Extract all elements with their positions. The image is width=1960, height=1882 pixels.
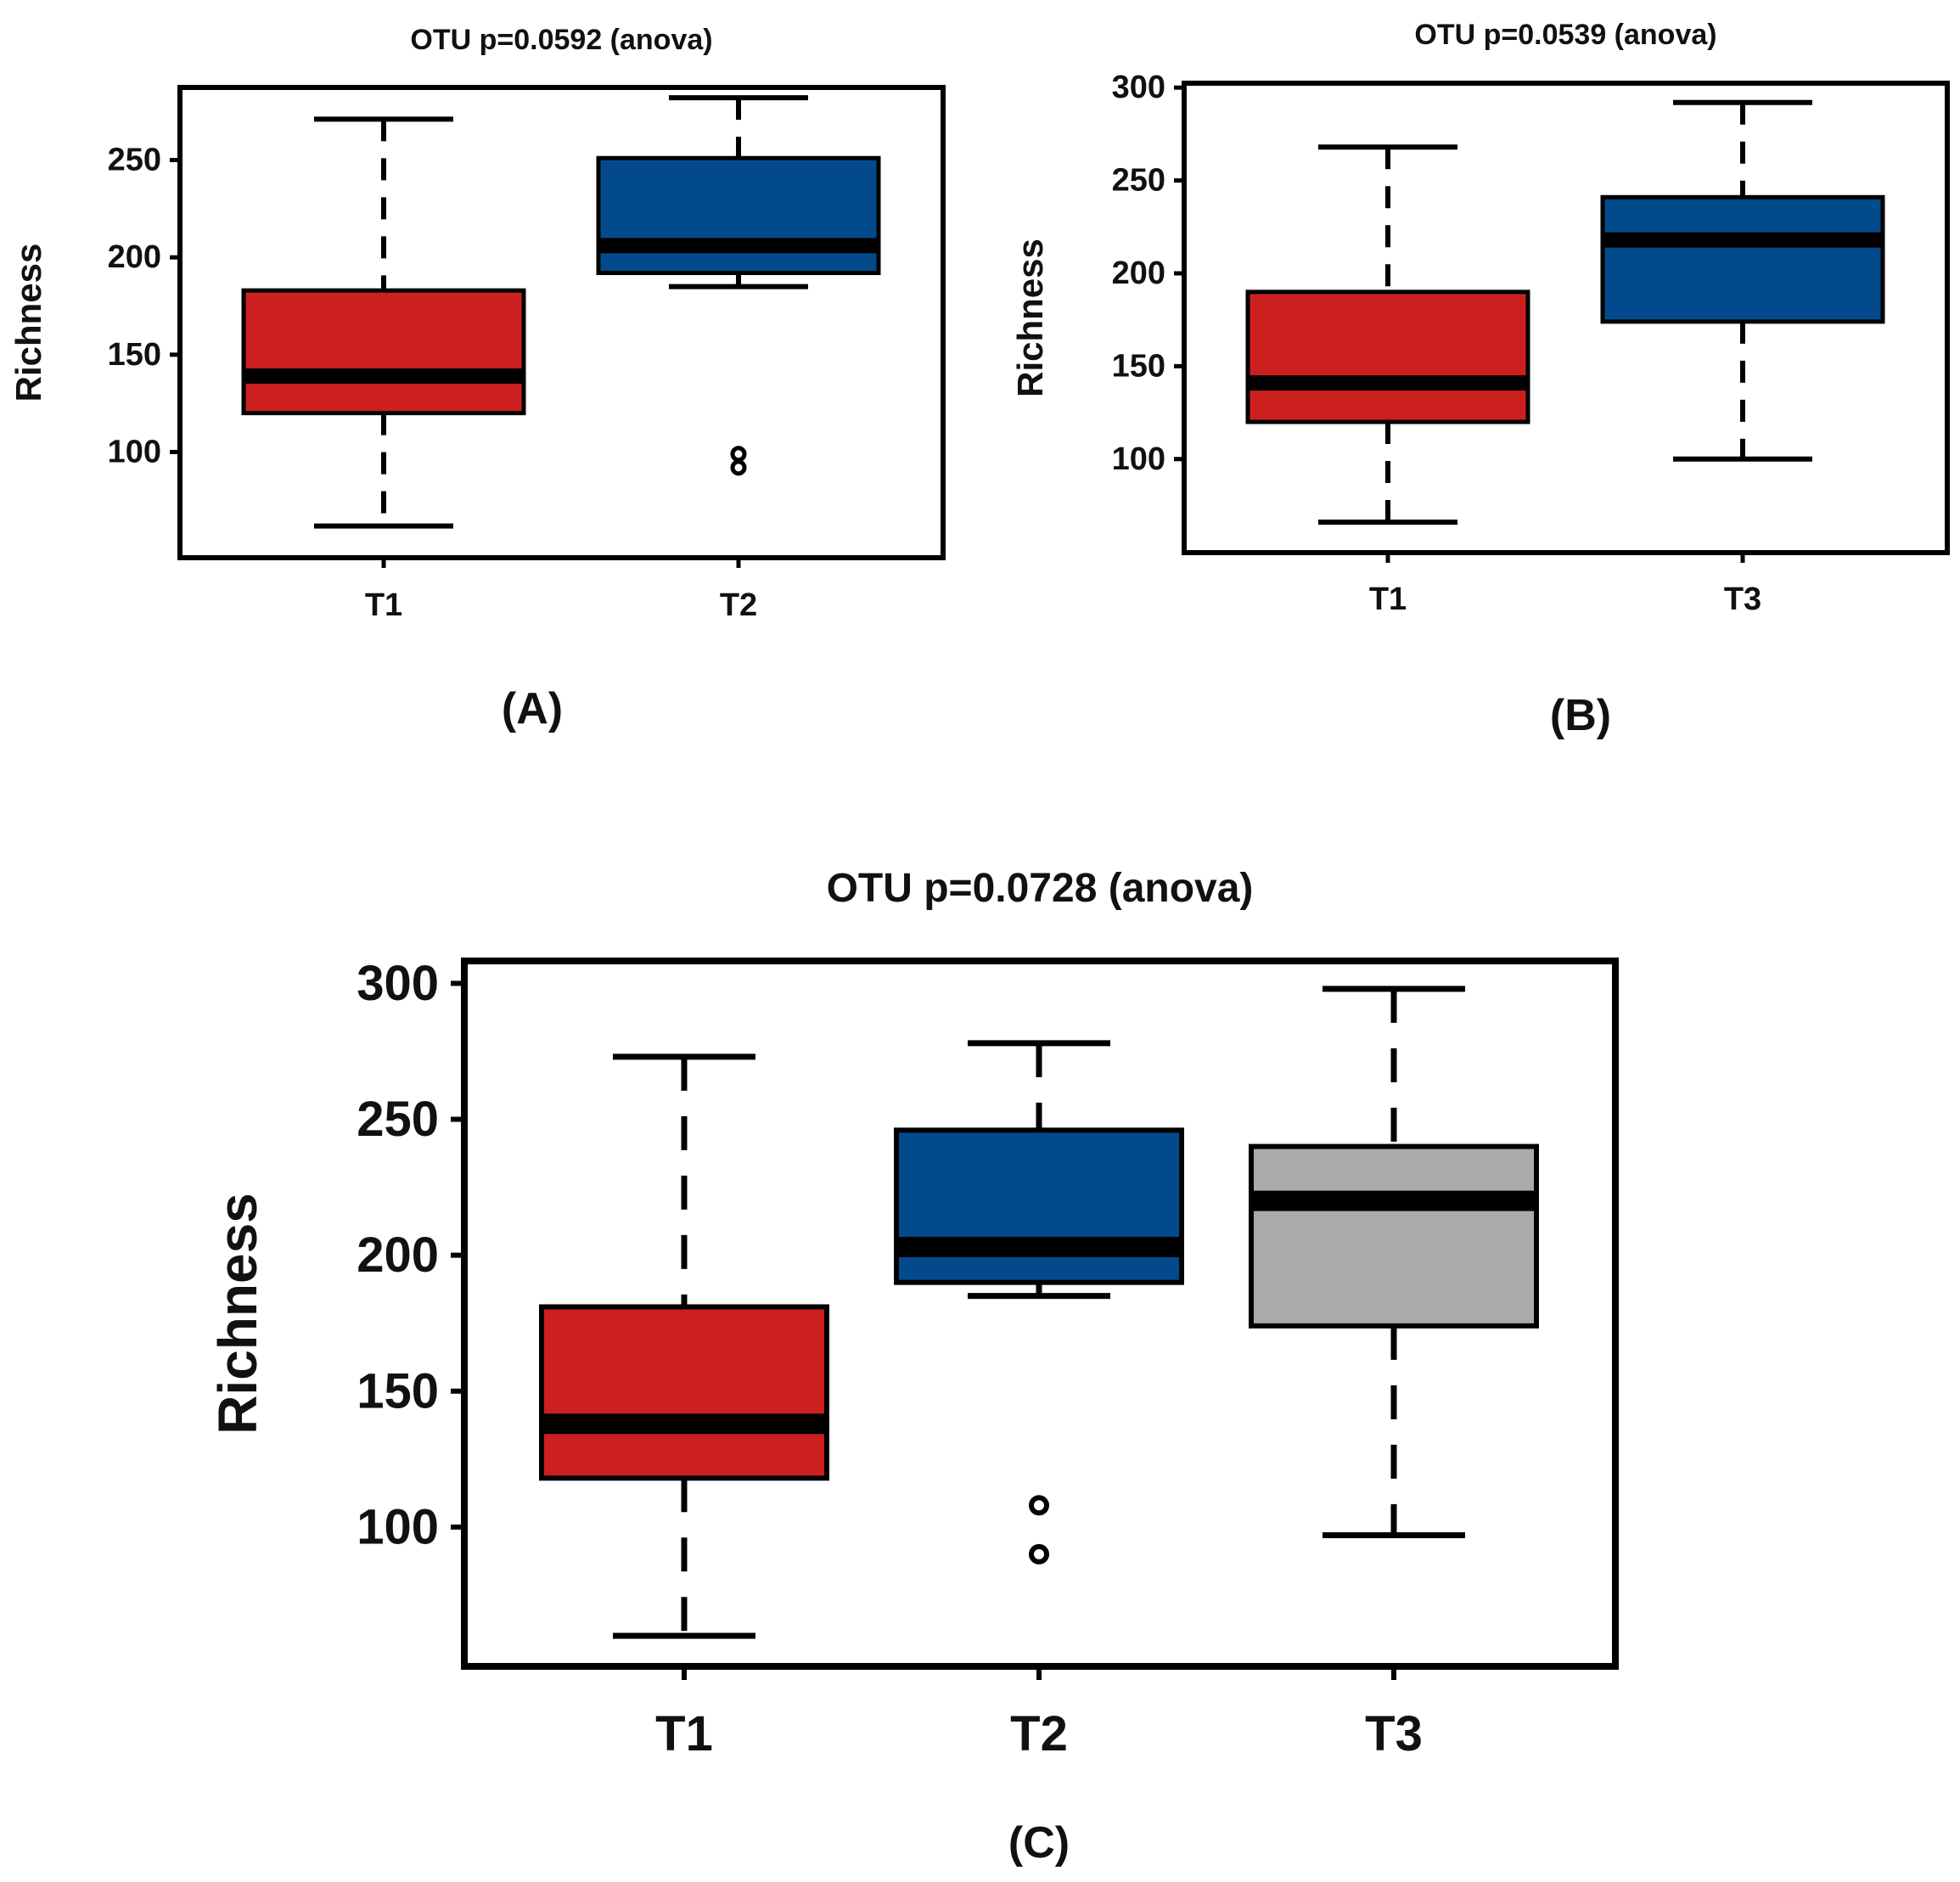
box-iqr [1245,289,1530,424]
box-iqr [596,155,881,276]
box-t1 [539,1053,829,1639]
box-t3 [1600,99,1885,462]
outlier-point [1029,1495,1049,1516]
chart-title: OTU p=0.0539 (anova) [1414,19,1716,51]
box-t1 [241,116,526,529]
box-iqr [241,288,526,416]
box-iqr [1600,194,1885,324]
plot-frame [177,85,946,560]
box-t2 [596,95,881,476]
plot-frame [461,958,1619,1670]
panel-label-b: (B) [1550,691,1611,740]
y-axis-label: Richness [1010,239,1050,397]
x-tick-label: T3 [1365,1706,1423,1761]
chart-title: OTU p=0.0592 (anova) [410,24,712,56]
y-tick-label: 150 [108,337,161,373]
y-tick-label: 200 [1112,256,1165,291]
panel-b: OTU p=0.0539 (anova) Richness 100 150 200 250… [1010,19,1950,617]
outlier-point [730,446,747,463]
y-tick-label: 300 [357,956,439,1011]
x-tick-label: T2 [1010,1706,1068,1761]
x-tick-label: T3 [1724,581,1761,617]
box-t3 [1249,986,1539,1538]
plot-frame [1182,81,1950,555]
panel-label-c: (C) [1008,1818,1070,1868]
x-tick-label: T1 [1369,581,1407,617]
y-tick-label: 200 [357,1228,439,1283]
x-tick-label: T1 [655,1706,713,1761]
y-tick-label: 100 [108,434,161,469]
y-tick-label: 300 [1112,70,1165,105]
y-tick-label: 150 [1112,348,1165,384]
y-tick-label: 200 [108,239,161,275]
y-axis-label: Richness [8,244,48,402]
outlier-point [1029,1543,1049,1565]
box-t2 [894,1040,1184,1565]
y-tick-label: 250 [357,1092,439,1147]
box-iqr [894,1127,1184,1285]
y-tick-label: 150 [357,1363,439,1419]
y-tick-label: 250 [108,143,161,178]
outlier-point [730,459,747,476]
x-tick-label: T2 [720,587,757,623]
box-iqr [539,1304,829,1481]
chart-title: OTU p=0.0728 (anova) [827,866,1254,911]
y-tick-label: 100 [357,1499,439,1554]
panel-a: OTU p=0.0592 (anova) Richness 100 150 200 250… [8,24,946,623]
panel-label-a: (A) [502,684,563,733]
x-tick-label: T1 [365,587,402,623]
y-axis-label: Richness [207,1193,268,1435]
box-t1 [1245,144,1530,525]
y-tick-label: 100 [1112,441,1165,477]
panel-c: OTU p=0.0728 (anova) Richness 100 150 200 250… [207,866,1619,1761]
y-tick-label: 250 [1112,163,1165,199]
box-iqr [1249,1143,1539,1329]
